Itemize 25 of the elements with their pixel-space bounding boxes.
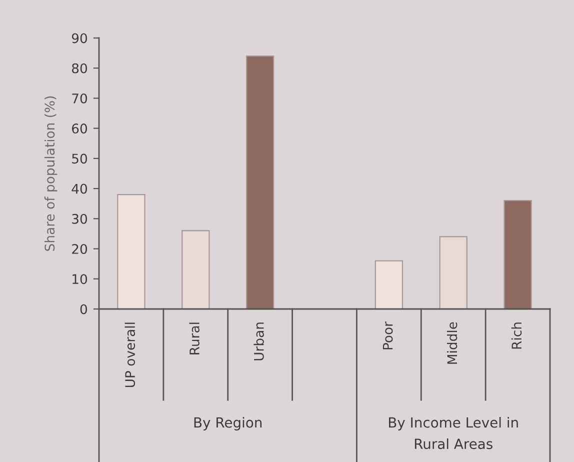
y-tick-label: 70 — [72, 93, 88, 104]
y-tick-label: 90 — [72, 33, 88, 44]
x-tick-label: Middle — [446, 322, 458, 364]
bar — [117, 194, 146, 309]
y-tick-label: 40 — [72, 184, 88, 194]
bar — [504, 200, 532, 309]
y-tick-label: 50 — [72, 154, 88, 164]
x-tick-label: Poor — [382, 322, 393, 350]
y-tick-label: 10 — [72, 274, 88, 284]
bar — [374, 260, 404, 309]
bar — [439, 236, 468, 309]
y-axis-title: Share of population (%) — [44, 96, 58, 251]
y-tick-label: 20 — [72, 244, 88, 254]
x-tick-label: Rich — [511, 322, 522, 349]
y-tick-label: 60 — [72, 124, 88, 134]
y-tick-label: 30 — [72, 214, 88, 224]
text: By Region — [194, 417, 262, 430]
x-tick-label: Urban — [254, 322, 264, 360]
bar — [246, 56, 274, 309]
text: By Income Level in Rural Areas — [389, 417, 518, 450]
y-tick-label: 0 — [80, 304, 88, 314]
y-tick-label: 80 — [72, 63, 88, 74]
x-tick-label: UP overall — [124, 322, 136, 387]
x-tick-label: Rural — [189, 322, 200, 354]
bar — [182, 230, 210, 309]
